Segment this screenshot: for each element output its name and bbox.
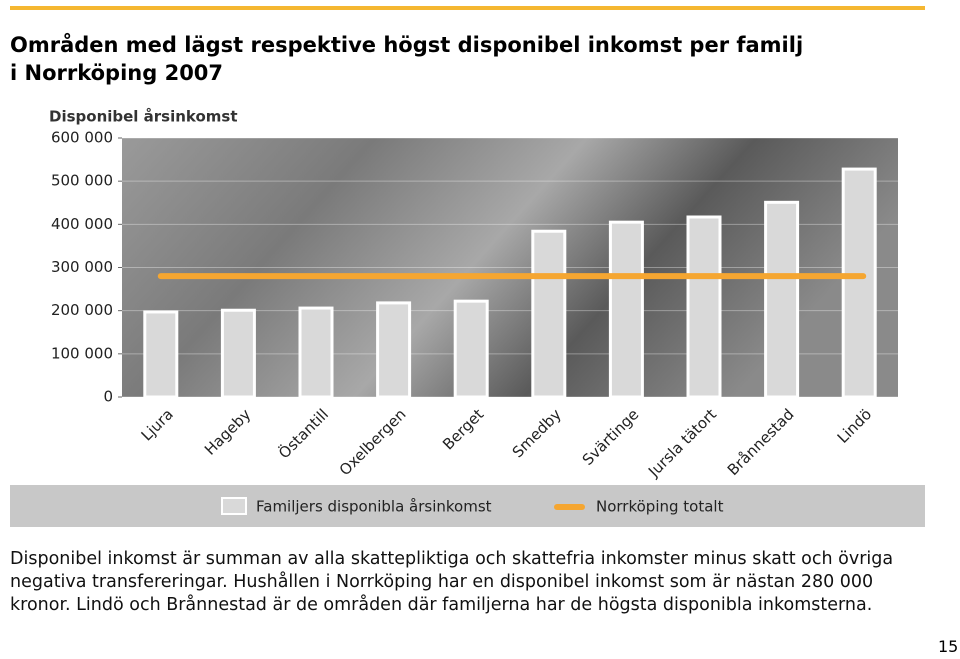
x-tick-label: Brånnestad [724, 405, 798, 479]
x-tick-label: Lindö [834, 405, 876, 447]
y-tick-label: 500 000 [51, 172, 113, 190]
bar [453, 299, 489, 399]
x-tick-label: Svärtinge [579, 405, 643, 469]
bar [764, 200, 800, 399]
legend-swatch [221, 497, 247, 515]
bar [298, 306, 334, 399]
x-tick-label: Oxelbergen [336, 405, 410, 479]
chart-title: Områden med lägst respektive högst dispo… [10, 32, 803, 57]
legend-band [10, 485, 925, 527]
y-axis-label: Disponibel årsinkomst [49, 108, 238, 126]
bar [686, 215, 722, 399]
y-tick-label: 600 000 [51, 129, 113, 147]
y-tick-label: 100 000 [51, 344, 113, 362]
x-tick-label: Smedby [509, 405, 565, 461]
x-tick-label: Hageby [201, 405, 255, 459]
x-tick-label: Jursla tätort [644, 405, 720, 481]
bar [220, 308, 256, 399]
bar [841, 167, 877, 399]
body-text: Disponibel inkomst är summan av alla ska… [10, 549, 894, 615]
page-number: 15 [938, 637, 959, 656]
bar [376, 301, 412, 399]
x-tick-label: Östantill [274, 405, 332, 463]
x-tick-label: Ljura [138, 405, 177, 444]
legend-label: Norrköping totalt [596, 498, 724, 516]
legend-label: Familjers disponibla årsinkomst [256, 498, 492, 516]
bar [531, 229, 567, 399]
chart-title: i Norrköping 2007 [10, 61, 223, 85]
top-rule [10, 6, 925, 10]
y-tick-label: 0 [103, 388, 113, 406]
y-tick-label: 200 000 [51, 301, 113, 319]
y-tick-label: 300 000 [51, 258, 113, 276]
y-tick-label: 400 000 [51, 215, 113, 233]
bar [143, 310, 179, 399]
bar [608, 220, 644, 399]
x-tick-label: Berget [439, 405, 487, 453]
